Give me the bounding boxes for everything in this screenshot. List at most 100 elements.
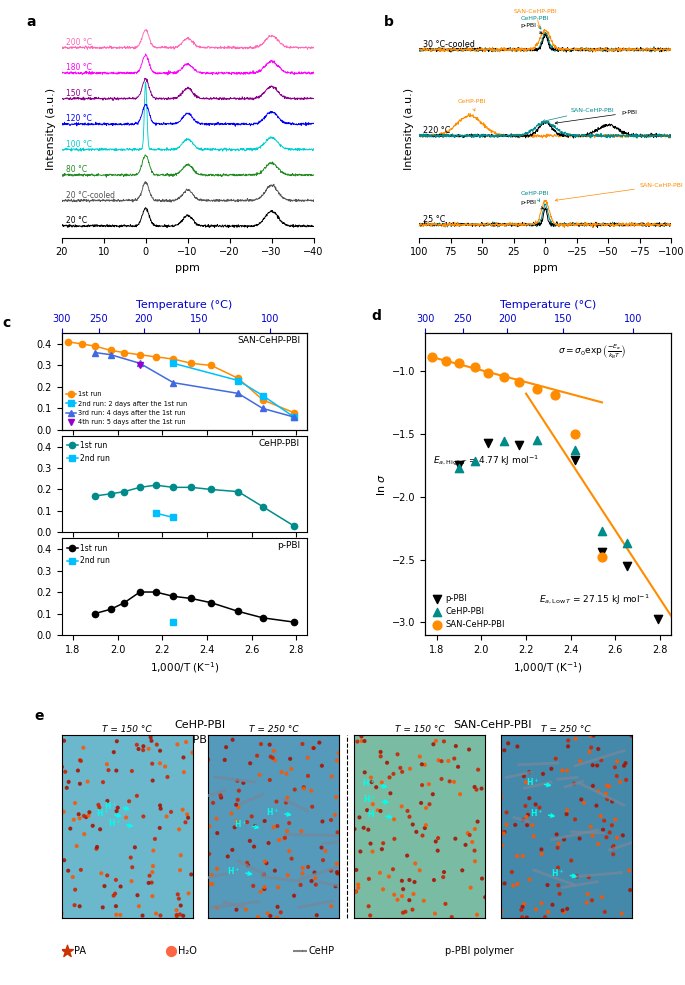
Point [501,817,512,832]
Point [429,905,440,921]
Text: H$^+$: H$^+$ [266,806,290,818]
Point [264,772,275,788]
2nd run: 2 days after the 1st run: (2.79, 0.06): 2 days after the 1st run: (2.79, 0.06) [290,411,298,423]
Point [63,863,74,879]
Point [309,865,320,881]
Point [171,908,182,924]
Point [506,864,517,880]
Point [562,901,573,917]
Point [602,791,613,807]
Point [314,735,325,751]
Point [496,903,507,919]
X-axis label: ppm: ppm [175,263,200,273]
Point [388,861,399,877]
Point [397,764,408,780]
Point [427,786,438,802]
Point [232,792,243,808]
Point [569,776,580,792]
Point [311,907,322,923]
Text: H$^+$: H$^+$ [367,809,391,820]
Point [183,886,194,901]
Point [67,869,78,885]
Point [177,908,188,924]
Point [75,753,86,768]
Point [187,745,198,760]
Point [597,821,608,837]
Text: d: d [371,309,382,323]
Point [87,818,98,833]
Point [466,834,477,850]
Point [268,820,279,835]
Point [587,827,598,843]
Point [108,887,119,903]
Point [155,743,166,758]
Point [264,737,275,753]
Text: 120 °C: 120 °C [66,114,92,123]
Point [359,764,370,780]
Title: T = 250 °C: T = 250 °C [249,726,298,735]
3rd run: 4 days after the 1st run: (2.25, 0.22): 4 days after the 1st run: (2.25, 0.22) [169,376,177,388]
Point [376,774,387,790]
Point [547,897,558,913]
Point [421,800,432,816]
Point [402,803,413,819]
Point [101,756,112,772]
1st run [169,482,177,493]
Point [512,876,523,891]
Text: H$^+$: H$^+$ [551,868,575,880]
Point [410,856,421,872]
Point [558,831,569,847]
Point [282,823,292,839]
Point [269,753,280,768]
Point [272,819,283,834]
Point [110,898,121,914]
Point [397,905,408,921]
X-axis label: 1,000/T (K$^{-1}$): 1,000/T (K$^{-1}$) [514,660,584,675]
Point [407,902,418,918]
Point [299,779,310,795]
Point [265,908,276,924]
Point [132,788,142,804]
Point [259,882,270,897]
Point [595,808,606,823]
Text: 100 °C: 100 °C [66,140,92,149]
Line: 2nd run: 2 days after the 1st run: 2nd run: 2 days after the 1st run [171,361,297,420]
Point [96,866,107,882]
Point [147,864,158,880]
1st run [259,612,267,624]
Point [462,825,473,841]
Point [227,842,238,858]
Point [91,841,102,857]
Point [330,879,341,894]
Point [211,811,222,826]
Point [519,768,530,784]
Point [553,836,564,852]
Point [354,810,365,825]
1st run [187,358,195,369]
Point [520,798,531,814]
Point [429,872,440,887]
CeHP-PBI [621,535,632,551]
Point [276,764,287,780]
Point [353,877,364,892]
1st run [208,484,216,495]
Point [396,799,407,815]
Point [132,737,142,753]
Point [286,851,297,867]
Point [574,830,585,846]
Point [65,821,76,836]
Point [388,766,399,782]
Text: 20 °C-cooled: 20 °C-cooled [66,191,115,200]
Point [147,755,158,771]
Point [212,899,223,915]
Point [603,778,614,794]
Point [351,862,362,878]
Point [279,830,290,846]
Point [151,905,162,921]
Point [221,740,232,755]
p-PBI [570,452,581,468]
p-PBI [514,437,525,453]
Point [242,855,253,871]
Text: CeHP-PBI: CeHP-PBI [520,16,549,30]
Point [624,863,635,879]
